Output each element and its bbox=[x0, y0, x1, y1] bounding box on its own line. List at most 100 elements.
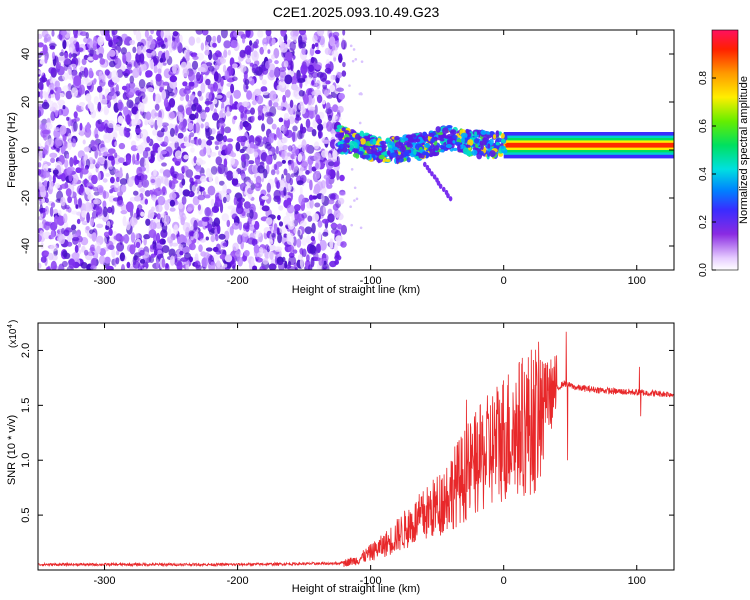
spectrogram-cell bbox=[86, 182, 94, 187]
spectrogram-cell bbox=[63, 252, 71, 259]
spectrogram-ytick-label: 40 bbox=[20, 48, 32, 60]
spectrogram-cell bbox=[161, 245, 170, 254]
spectrogram-cell bbox=[253, 244, 260, 254]
spectrogram-cell bbox=[72, 236, 80, 242]
spectrogram-cell bbox=[206, 139, 213, 146]
spectrogram-cell bbox=[151, 50, 156, 56]
spectrogram-cell bbox=[337, 105, 344, 113]
spectrogram-cell bbox=[290, 159, 295, 171]
spectrogram-cell bbox=[253, 50, 258, 58]
spectrogram-cell bbox=[311, 222, 316, 234]
spectrogram-cell bbox=[107, 155, 115, 161]
spectrogram-cell bbox=[226, 219, 231, 228]
spectrogram-cell bbox=[349, 205, 352, 209]
spectrogram-cell bbox=[233, 196, 237, 206]
spectrogram-cell bbox=[226, 138, 234, 143]
spectrogram-cell bbox=[115, 36, 123, 47]
spectrogram-cell bbox=[267, 251, 276, 261]
spectrogram-cell bbox=[204, 44, 210, 52]
spectrogram-cell bbox=[42, 91, 48, 99]
spectrogram-cell bbox=[169, 127, 175, 137]
spectrogram-trace-cell bbox=[499, 145, 505, 150]
spectrogram-cell bbox=[39, 71, 44, 76]
spectrogram-cell bbox=[48, 252, 54, 261]
spectrogram-cell bbox=[68, 258, 76, 269]
spectrogram-cell bbox=[139, 259, 146, 264]
spectrogram-cell bbox=[214, 176, 219, 185]
spectrogram-cell bbox=[48, 174, 52, 182]
spectrogram-cell bbox=[193, 231, 199, 240]
spectrogram-cell bbox=[134, 96, 140, 105]
spectrogram-cell bbox=[314, 202, 321, 208]
spectrogram-cell bbox=[195, 30, 204, 35]
spectrogram-cell bbox=[168, 248, 176, 258]
spectrogram-cell bbox=[237, 256, 243, 267]
spectrogram-cell bbox=[39, 230, 44, 237]
spectrogram-trace-cell bbox=[371, 153, 376, 159]
spectrogram-cell bbox=[308, 194, 314, 201]
spectrogram-cell bbox=[92, 54, 99, 61]
snr-frame bbox=[37, 322, 675, 571]
spectrogram-cell bbox=[294, 267, 298, 270]
spectrogram-cell bbox=[160, 150, 167, 155]
spectrogram-cell bbox=[73, 34, 78, 39]
spectrogram-cell bbox=[205, 247, 213, 252]
spectrogram-cell bbox=[247, 237, 256, 245]
spectrogram-cell bbox=[321, 218, 330, 224]
spectrogram-cell bbox=[171, 40, 177, 51]
snr-xtick-label: -100 bbox=[360, 575, 382, 587]
spectrogram-cell bbox=[62, 105, 66, 110]
spectrogram-cell bbox=[278, 180, 286, 191]
spectrogram-cell bbox=[44, 197, 49, 204]
spectrogram-trace-cell bbox=[410, 133, 417, 138]
spectrogram-cell bbox=[340, 224, 347, 235]
spectrogram-cell bbox=[204, 121, 210, 129]
spectrogram-cell bbox=[200, 82, 206, 94]
spectrogram-cell bbox=[41, 197, 45, 203]
spectrogram-cell bbox=[80, 168, 89, 175]
spectrogram-cell bbox=[268, 99, 273, 107]
spectrogram-trace-cell bbox=[357, 151, 364, 156]
spectrogram-trace-cell bbox=[352, 153, 360, 158]
colorbar-tick-label: 0.4 bbox=[698, 167, 709, 181]
spectrogram-trace-cell bbox=[422, 151, 428, 156]
spectrogram-cell bbox=[144, 147, 151, 152]
spectrogram-cell bbox=[155, 180, 161, 191]
spectrogram-cell bbox=[246, 90, 253, 100]
spectrogram-cell bbox=[333, 56, 337, 62]
spectrogram-cell bbox=[135, 52, 141, 64]
spectrogram-xtick-label: -300 bbox=[94, 275, 116, 287]
snr-scale-exp: 4 bbox=[7, 324, 14, 328]
spectrogram-cell bbox=[180, 216, 185, 226]
spectrogram-cell bbox=[188, 81, 195, 87]
spectrogram-cell bbox=[183, 142, 191, 147]
spectrogram-cell bbox=[210, 261, 216, 266]
spectrogram-cell bbox=[68, 47, 73, 53]
spectrogram-cell bbox=[97, 171, 101, 181]
spectrogram-cell bbox=[161, 187, 166, 193]
spectrogram-cell bbox=[50, 89, 54, 95]
spectrogram-cell bbox=[350, 223, 353, 227]
snr-ytick-label: 1.0 bbox=[20, 453, 32, 468]
spectrogram-trace-cell bbox=[460, 132, 468, 138]
spectrogram-cell bbox=[111, 205, 115, 215]
spectrogram-cell bbox=[274, 177, 278, 185]
spectrogram-cell bbox=[145, 218, 151, 226]
spectrogram-cell bbox=[252, 265, 258, 270]
spectrogram-trace-cell bbox=[368, 153, 373, 161]
spectrogram-cell bbox=[154, 103, 160, 111]
spectrogram-cell bbox=[43, 180, 48, 187]
spectrogram-cell bbox=[68, 52, 72, 59]
spectrogram-trace-cell bbox=[428, 148, 433, 152]
spectrogram-cell bbox=[107, 120, 115, 129]
spectrogram-cell bbox=[45, 221, 53, 226]
spectrogram-cell bbox=[104, 108, 110, 114]
spectrogram-cell bbox=[288, 255, 297, 266]
spectrogram-cell bbox=[89, 218, 95, 227]
spectrogram-cell bbox=[55, 147, 60, 152]
spectrogram-cell bbox=[41, 129, 50, 135]
snr-ytick-label: 2.0 bbox=[20, 343, 32, 358]
spectrogram-trace-cell bbox=[492, 134, 497, 140]
spectrogram-cell bbox=[237, 31, 245, 36]
spectrogram-cell bbox=[147, 39, 156, 50]
